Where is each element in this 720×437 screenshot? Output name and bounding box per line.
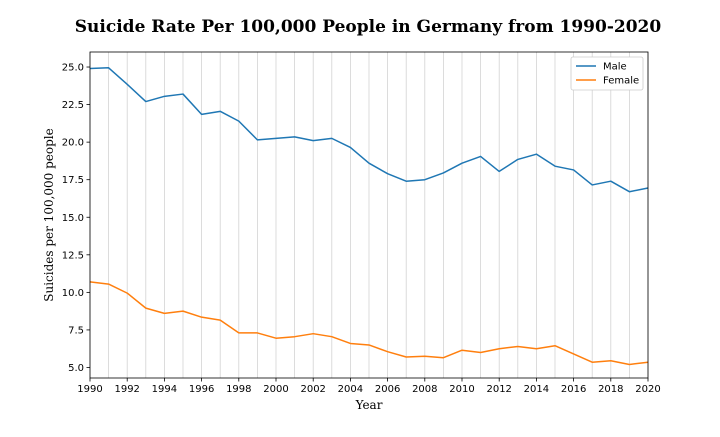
x-tick-label-2008: 2008 <box>412 384 437 395</box>
y-tick-label-5.0: 5.0 <box>68 363 84 374</box>
x-tick-label-2018: 2018 <box>598 384 623 395</box>
x-tick-label-2006: 2006 <box>375 384 400 395</box>
x-tick-label-2010: 2010 <box>449 384 474 395</box>
x-tick-label-2004: 2004 <box>338 384 363 395</box>
x-tick-label-1990: 1990 <box>77 384 102 395</box>
y-tick-label-20.0: 20.0 <box>62 138 84 149</box>
x-axis-label: Year <box>355 398 383 412</box>
y-axis-ticks: 5.0 7.5 10.0 12.5 15.0 17.5 20.0 22.5 25.0 <box>62 63 90 374</box>
x-tick-label-2020: 2020 <box>635 384 660 395</box>
x-tick-label-1996: 1996 <box>189 384 214 395</box>
x-axis-ticks: 1990 1992 1994 1996 1998 2000 2002 2004 2006 2008… <box>77 378 661 395</box>
y-tick-label-7.5: 7.5 <box>68 325 84 336</box>
series-layer <box>89 67 649 366</box>
y-tick-label-22.5: 22.5 <box>62 100 84 111</box>
y-tick-label-15.0: 15.0 <box>62 213 84 224</box>
x-tick-label-2014: 2014 <box>524 384 549 395</box>
chart-title: Suicide Rate Per 100,000 People in Germa… <box>75 17 662 37</box>
grid-lines <box>89 52 649 378</box>
y-tick-label-17.5: 17.5 <box>62 175 84 186</box>
y-axis-label: Suicides per 100,000 people <box>42 128 56 302</box>
legend-label-female: Female <box>603 76 639 87</box>
series-line-female <box>89 281 649 366</box>
y-tick-label-12.5: 12.5 <box>62 250 84 261</box>
x-tick-label-2016: 2016 <box>561 384 586 395</box>
y-tick-label-10.0: 10.0 <box>62 288 84 299</box>
x-tick-label-2012: 2012 <box>486 384 511 395</box>
series-line-male <box>89 67 649 193</box>
x-tick-label-2000: 2000 <box>263 384 288 395</box>
legend: Male Female <box>570 56 644 91</box>
x-tick-label-1992: 1992 <box>114 384 139 395</box>
legend-label-male: Male <box>603 62 627 73</box>
plot-frame <box>89 51 649 379</box>
x-tick-label-1998: 1998 <box>226 384 251 395</box>
x-tick-label-1994: 1994 <box>152 384 177 395</box>
y-tick-label-25.0: 25.0 <box>62 63 84 74</box>
x-tick-label-2002: 2002 <box>300 384 325 395</box>
